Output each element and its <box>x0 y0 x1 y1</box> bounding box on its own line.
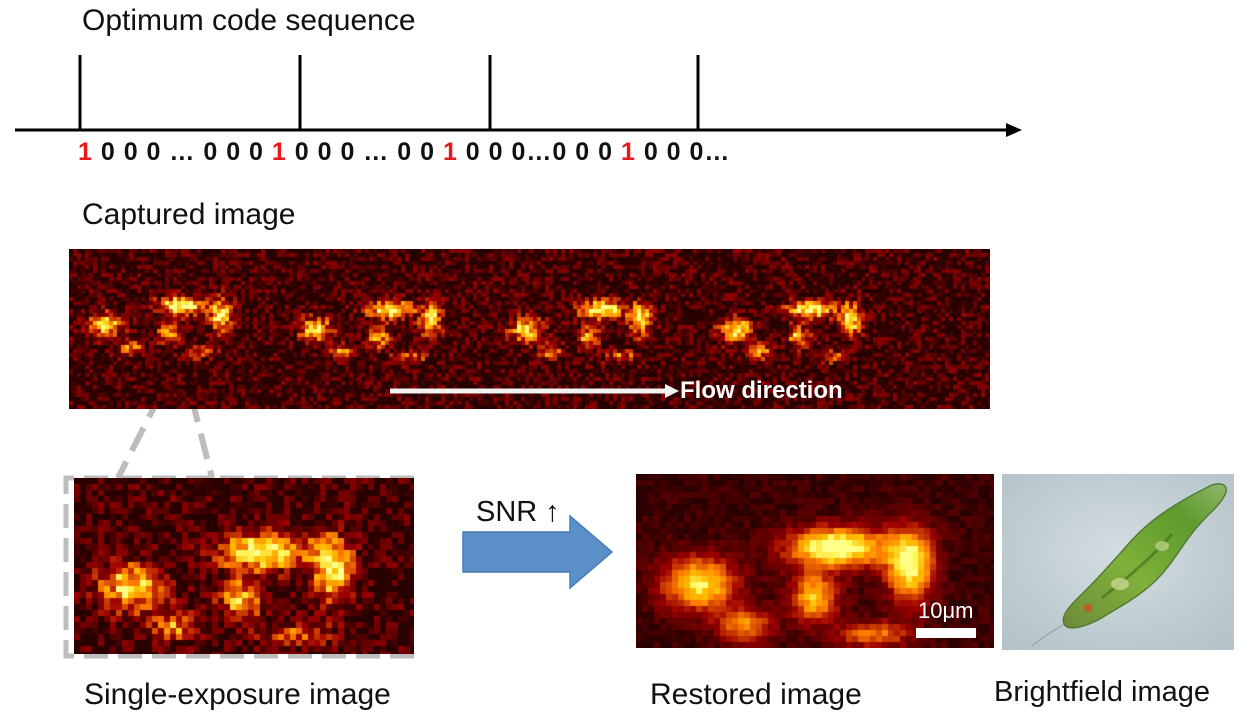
code-sequence: 1 0 0 0 … 0 0 0 1 0 0 0 … 0 0 1 0 0 0…0 … <box>78 138 730 167</box>
restored-image-label: Restored image <box>650 678 862 711</box>
snr-arrow <box>462 514 614 590</box>
flow-arrow <box>390 384 679 398</box>
time-axis-arrowhead <box>1006 123 1022 137</box>
code-bit-one: 1 <box>442 138 458 166</box>
scale-bar-label: 10μm <box>918 598 974 623</box>
restored-image <box>636 474 994 648</box>
brightfield-image-label: Brightfield image <box>994 676 1210 708</box>
code-bit-one: 1 <box>78 138 93 166</box>
code-bit-zeros: 0 0 0 … 0 0 0 <box>92 138 272 166</box>
single-exposure-label: Single-exposure image <box>84 678 391 711</box>
euglena-cell <box>1062 483 1227 629</box>
flow-direction-label: Flow direction <box>680 377 843 404</box>
captured-image <box>69 249 990 409</box>
code-bit-one: 1 <box>620 138 636 166</box>
code-bit-zeros: 0 0 0… <box>635 138 731 166</box>
single-exposure-image <box>74 478 414 654</box>
code-bit-one: 1 <box>271 138 287 166</box>
code-bit-zeros: 0 0 0…0 0 0 <box>457 138 621 166</box>
brightfield-image <box>1002 474 1234 650</box>
snr-label: SNR ↑ <box>476 496 560 528</box>
captured-image-title: Captured image <box>82 198 296 231</box>
scale-bar <box>916 628 976 638</box>
sequence-title: Optimum code sequence <box>82 4 416 37</box>
code-bit-zeros: 0 0 0 … 0 0 <box>286 138 443 166</box>
